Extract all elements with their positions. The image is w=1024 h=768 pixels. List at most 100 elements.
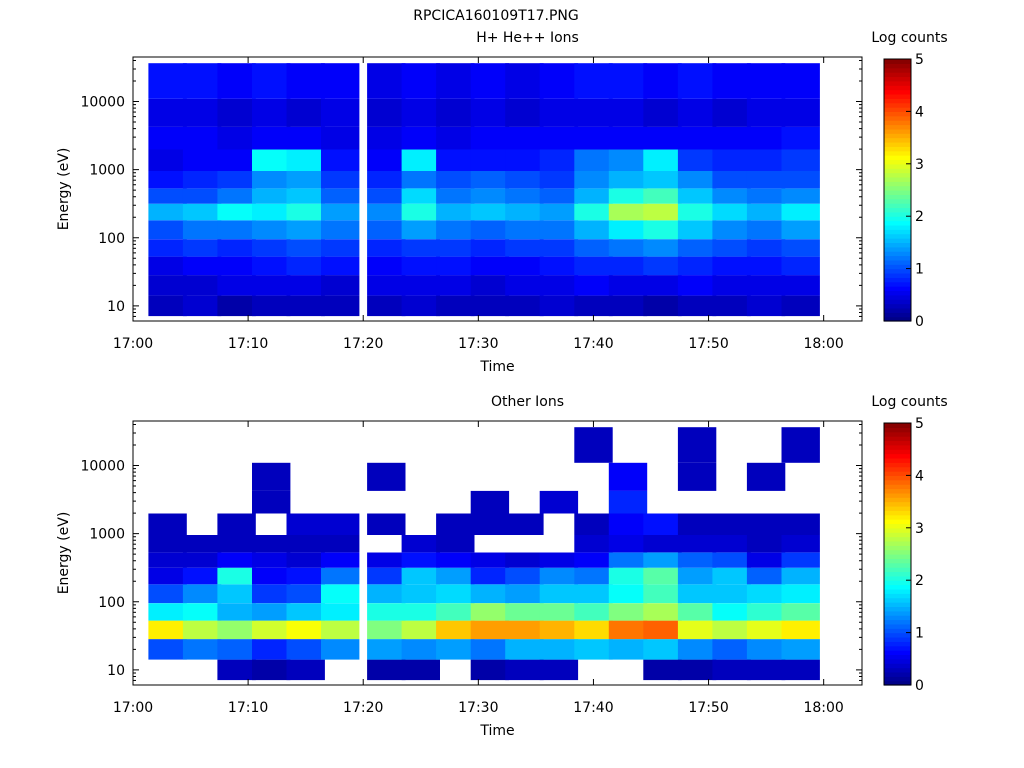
heatmap-cell: [781, 239, 820, 257]
heatmap-cell: [608, 639, 648, 660]
heatmap-cell: [539, 239, 579, 257]
heatmap-cell: [781, 567, 820, 585]
heatmap-cell: [781, 126, 820, 150]
plot-frame: [132, 420, 863, 686]
colorbar-tick-label: 3: [915, 521, 924, 537]
heatmap-cell: [252, 220, 291, 240]
heatmap-cell: [539, 98, 579, 127]
heatmap-cell: [677, 620, 717, 640]
heatmap-cell: [217, 513, 256, 535]
colorbar-segment: [884, 137, 911, 143]
colorbar-segment: [884, 680, 911, 686]
colorbar-tick-label: 1: [915, 262, 924, 278]
heatmap-cell: [217, 188, 256, 204]
heatmap-cell: [321, 149, 360, 171]
heatmap-cell: [746, 171, 786, 189]
heatmap-cell: [574, 567, 613, 585]
colorbar-segment: [884, 146, 911, 152]
heatmap-cell: [401, 275, 440, 296]
heatmap-cell: [643, 513, 682, 535]
heatmap-cell: [608, 98, 648, 127]
colorbar: 0 1 2 3 4 5: [883, 416, 924, 694]
heatmap-cell: [252, 462, 291, 491]
heatmap-cell: [677, 203, 717, 221]
heatmap-cell: [148, 171, 187, 189]
heatmap-cell: [781, 203, 820, 221]
colorbar-segment: [884, 650, 911, 656]
heatmap-cell: [643, 188, 682, 204]
x-tick-label: 17:10: [228, 336, 268, 352]
heatmap-cell: [217, 275, 256, 296]
colorbar-segment: [884, 141, 911, 147]
heatmap-cell: [148, 295, 187, 317]
heatmap-cell: [505, 659, 544, 681]
heatmap-cell: [574, 427, 613, 463]
heatmap-cell: [574, 603, 613, 621]
colorbar-segment: [884, 554, 911, 559]
heatmap-cell: [608, 584, 648, 604]
colorbar-frame: [883, 422, 912, 686]
heatmap-cell: [643, 603, 682, 621]
heatmap-cell: [321, 639, 360, 660]
heatmap-cell: [367, 256, 406, 276]
heatmap-cell: [677, 126, 717, 150]
heatmap-cell: [712, 513, 751, 535]
heatmap-cell: [367, 603, 406, 621]
heatmap-cell: [286, 620, 325, 640]
heatmap-cell: [712, 98, 751, 127]
colorbar-segment: [884, 190, 911, 195]
colorbar-label: Log counts: [871, 394, 947, 410]
heatmap-cell: [746, 513, 786, 535]
heatmap-cell: [321, 513, 360, 535]
heatmap-cell: [286, 63, 325, 99]
heatmap-cell: [401, 535, 440, 553]
heatmap-cell: [217, 552, 256, 568]
heatmap-cell: [252, 275, 291, 296]
colorbar-segment: [884, 479, 911, 485]
heatmap-cell: [574, 98, 613, 127]
heatmap-cell: [677, 171, 717, 189]
colorbar-segment: [884, 549, 911, 555]
heatmap-cell: [217, 149, 256, 171]
colorbar-segment: [884, 102, 911, 108]
colorbar-segment: [884, 303, 911, 309]
heatmap-cell: [286, 126, 325, 150]
x-tick-label: 17:40: [573, 336, 613, 352]
heatmap-cell: [712, 584, 751, 604]
heatmap-cell: [470, 603, 510, 621]
colorbar-tick-label: 5: [915, 52, 924, 68]
heatmap-cell: [677, 567, 717, 585]
heatmap-cell: [539, 188, 579, 204]
heatmap-cell: [712, 552, 751, 568]
heatmap-cell: [677, 295, 717, 317]
heatmap-cell: [643, 126, 682, 150]
heatmap-cell: [217, 659, 256, 681]
heatmap-cell: [574, 552, 613, 568]
heatmap-cell: [401, 126, 440, 150]
heatmap-cell: [217, 203, 256, 221]
colorbar-segment: [884, 427, 911, 433]
heatmap-cell: [574, 220, 613, 240]
colorbar-segment: [884, 436, 911, 442]
heatmap-cell: [286, 639, 325, 660]
colorbar-segment: [884, 85, 911, 91]
heatmap-cell: [677, 188, 717, 204]
heatmap-cell: [470, 188, 510, 204]
heatmap-cell: [367, 126, 406, 150]
heatmap-cell: [712, 295, 751, 317]
colorbar-segment: [884, 316, 911, 322]
colorbar-segment: [884, 246, 911, 252]
heatmap-cell: [643, 620, 682, 640]
heatmap-cell: [148, 98, 187, 127]
heatmap-cell: [217, 63, 256, 99]
heatmap-cell: [182, 220, 222, 240]
heatmap-cell: [436, 188, 475, 204]
colorbar-segment: [884, 207, 911, 213]
colorbar-segment: [884, 497, 911, 503]
heatmap-cell: [470, 126, 510, 150]
colorbar-segment: [884, 290, 911, 296]
heatmap-cell: [505, 126, 544, 150]
heatmap-cell: [746, 220, 786, 240]
colorbar-tick-label: 3: [915, 157, 924, 173]
colorbar-tick-label: 0: [915, 314, 924, 330]
